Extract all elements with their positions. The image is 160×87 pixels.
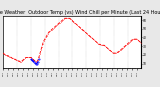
Title: Milwaukee Weather  Outdoor Temp (vs) Wind Chill per Minute (Last 24 Hours): Milwaukee Weather Outdoor Temp (vs) Wind… [0,10,160,15]
